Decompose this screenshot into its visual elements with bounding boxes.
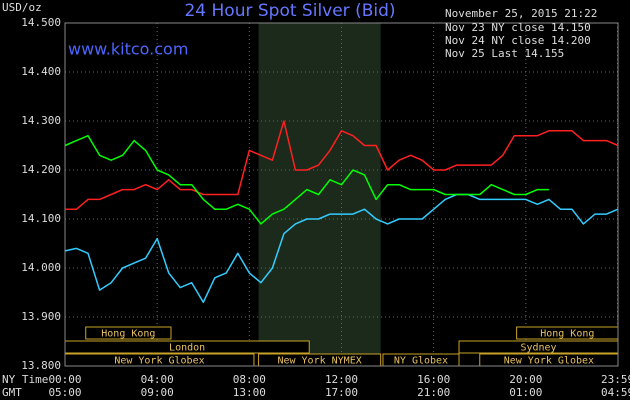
website: www.kitco.com <box>68 40 188 59</box>
session-label: New York Globex <box>504 356 594 367</box>
timestamp: November 25, 2015 21:22 <box>445 7 597 20</box>
x2-tick-label: 13:00 <box>233 386 266 399</box>
y-tick-label: 14.100 <box>21 212 61 225</box>
session-label: New York Globex <box>114 356 204 367</box>
x2-row-label: GMT <box>2 386 22 399</box>
x-tick-label: 00:00 <box>48 373 81 386</box>
legend-entry: Nov 23 NY close 14.150 <box>445 21 591 34</box>
session-label: Sydney <box>520 343 556 354</box>
x-tick-label: 12:00 <box>325 373 358 386</box>
session-label: Hong Kong <box>540 329 594 340</box>
y-tick-label: 14.200 <box>21 163 61 176</box>
x-tick-label: 04:00 <box>141 373 174 386</box>
session-label: London <box>169 343 205 354</box>
session-label: Hong Kong <box>101 329 155 340</box>
nymex-band <box>258 23 381 366</box>
legend-entry: Nov 25 Last 14.155 <box>445 47 564 60</box>
chart-title: 24 Hour Spot Silver (Bid) <box>184 1 395 21</box>
y-axis-label: USD/oz <box>2 1 42 14</box>
plot-border <box>64 22 619 367</box>
x-tick-label: 20:00 <box>509 373 542 386</box>
series-line <box>64 134 549 225</box>
session-label: New York NYMEX <box>277 356 361 367</box>
series-line <box>65 120 619 210</box>
y-tick-label: 14.300 <box>21 114 61 127</box>
y-tick-label: 13.800 <box>21 359 61 372</box>
session-label: NY Globex <box>394 356 448 367</box>
x2-tick-label: 01:00 <box>509 386 542 399</box>
series-line <box>64 193 619 304</box>
x2-tick-label: 05:00 <box>48 386 81 399</box>
legend-entry: Nov 24 NY close 14.200 <box>445 34 591 47</box>
x-tick-label: 16:00 <box>417 373 450 386</box>
x2-tick-label: 09:00 <box>141 386 174 399</box>
x2-tick-label: 21:00 <box>417 386 450 399</box>
y-tick-label: 14.000 <box>21 261 61 274</box>
y-tick-label: 13.900 <box>21 310 61 323</box>
y-tick-label: 14.500 <box>21 16 61 29</box>
session-box <box>85 326 172 340</box>
x-tick-label: 23:59 <box>601 373 630 386</box>
x-tick-label: 08:00 <box>233 373 266 386</box>
x-row-label: NY Time <box>2 373 48 386</box>
y-tick-label: 14.400 <box>21 65 61 78</box>
x2-tick-label: 17:00 <box>325 386 358 399</box>
x2-tick-label: 04:59 <box>601 386 630 399</box>
